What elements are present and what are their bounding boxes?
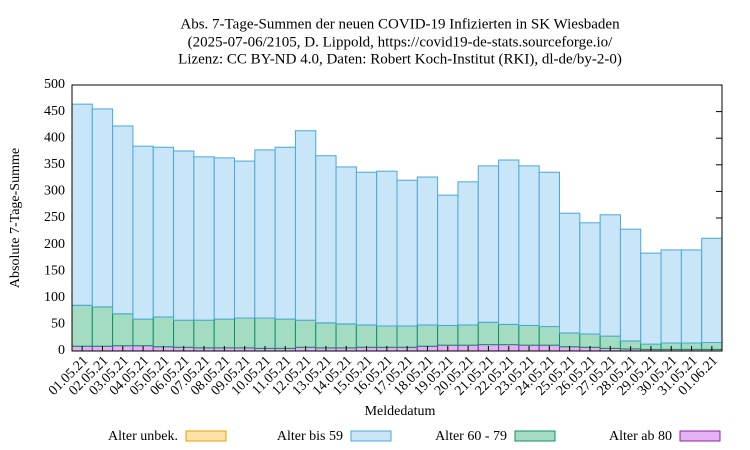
bar-segment (680, 249, 703, 344)
bar-segment (355, 171, 378, 326)
y-tick-label: 0 (58, 343, 65, 358)
bar-segment (335, 166, 357, 325)
y-tick-label: 300 (44, 184, 65, 199)
bar-segment (71, 103, 93, 306)
bar-segment (498, 159, 520, 325)
bar-segment (315, 322, 337, 349)
y-tick-label: 450 (44, 104, 65, 119)
bar-segment (437, 324, 459, 346)
bar-segment (91, 306, 114, 347)
bar-segment (294, 130, 317, 321)
y-tick-label: 100 (44, 290, 65, 305)
legend-label: Alter 60 - 79 (435, 429, 507, 444)
y-tick-label: 350 (44, 157, 65, 172)
bar-segment (112, 313, 134, 347)
bar-segment (660, 249, 682, 344)
bar-segment (437, 194, 459, 326)
bar-segment (132, 318, 154, 347)
bar-segment (559, 332, 581, 348)
bar-segment (335, 323, 357, 349)
bar-segment (416, 176, 439, 326)
y-tick-label: 200 (44, 237, 65, 252)
bar-segment (152, 146, 175, 318)
legend-swatch (350, 430, 392, 442)
bar-segment (457, 324, 479, 346)
chart-title: Abs. 7-Tage-Summen der neuen COVID-19 In… (180, 16, 620, 32)
bar-segment (254, 149, 276, 319)
bar-segment (498, 323, 520, 346)
bar-segment (355, 324, 378, 348)
bar-segment (559, 212, 581, 334)
bar-segment (477, 321, 500, 346)
y-axis-label: Absolute 7-Tage-Summe (8, 148, 23, 288)
bar-segment (91, 108, 114, 308)
bar-segment (213, 318, 235, 349)
bar-segment (234, 317, 256, 349)
bar-segment (579, 333, 601, 348)
bar-segment (518, 324, 540, 346)
bar-segment (619, 228, 642, 342)
bar-segment (477, 165, 500, 323)
bar-segment (518, 165, 540, 326)
bar-segment (701, 237, 723, 343)
bar-segment (193, 319, 215, 349)
bar-segment (396, 325, 418, 348)
bar-segment (274, 318, 296, 349)
bar-segment (112, 125, 134, 315)
bar-segment (173, 319, 195, 348)
y-tick-label: 400 (44, 130, 65, 145)
bar-segment (376, 325, 398, 348)
x-axis-label: Meldedatum (365, 404, 436, 419)
legend-label: Alter ab 80 (609, 429, 672, 444)
bar-segment (457, 181, 479, 326)
chart-subtitle: (2025-07-06/2105, D. Lippold, https://co… (188, 34, 613, 50)
bar-segment (152, 316, 175, 348)
y-tick-label: 500 (44, 77, 65, 92)
plot-frame (71, 84, 723, 352)
legend-label: Alter bis 59 (277, 429, 343, 444)
bar-segment (213, 157, 235, 320)
bar-segment (234, 160, 256, 319)
bar-segment (396, 179, 418, 327)
bar-segment (173, 150, 195, 321)
legend-swatch (185, 430, 227, 442)
bar-segment (416, 324, 439, 347)
legend-swatch (679, 430, 721, 442)
bar-segment (71, 304, 93, 347)
bar-segment (538, 326, 560, 346)
y-tick-label: 250 (44, 210, 65, 225)
bar-segment (538, 171, 560, 328)
bar-segment (315, 155, 337, 324)
bar-segment (599, 214, 621, 337)
bar-segment (376, 170, 398, 327)
bar-segment (294, 319, 317, 348)
y-tick-label: 150 (44, 263, 65, 278)
bar-segment (193, 156, 215, 321)
bar-segment (274, 146, 296, 320)
legend-swatch (514, 430, 556, 442)
y-tick-label: 50 (51, 317, 65, 332)
bar-segment (579, 222, 601, 335)
bar-segment (640, 252, 662, 345)
chart-subtitle: Lizenz: CC BY-ND 4.0, Daten: Robert Koch… (178, 51, 622, 67)
legend-label: Alter unbek. (108, 429, 178, 444)
bar-segment (254, 317, 276, 349)
bar-segment (132, 145, 154, 320)
